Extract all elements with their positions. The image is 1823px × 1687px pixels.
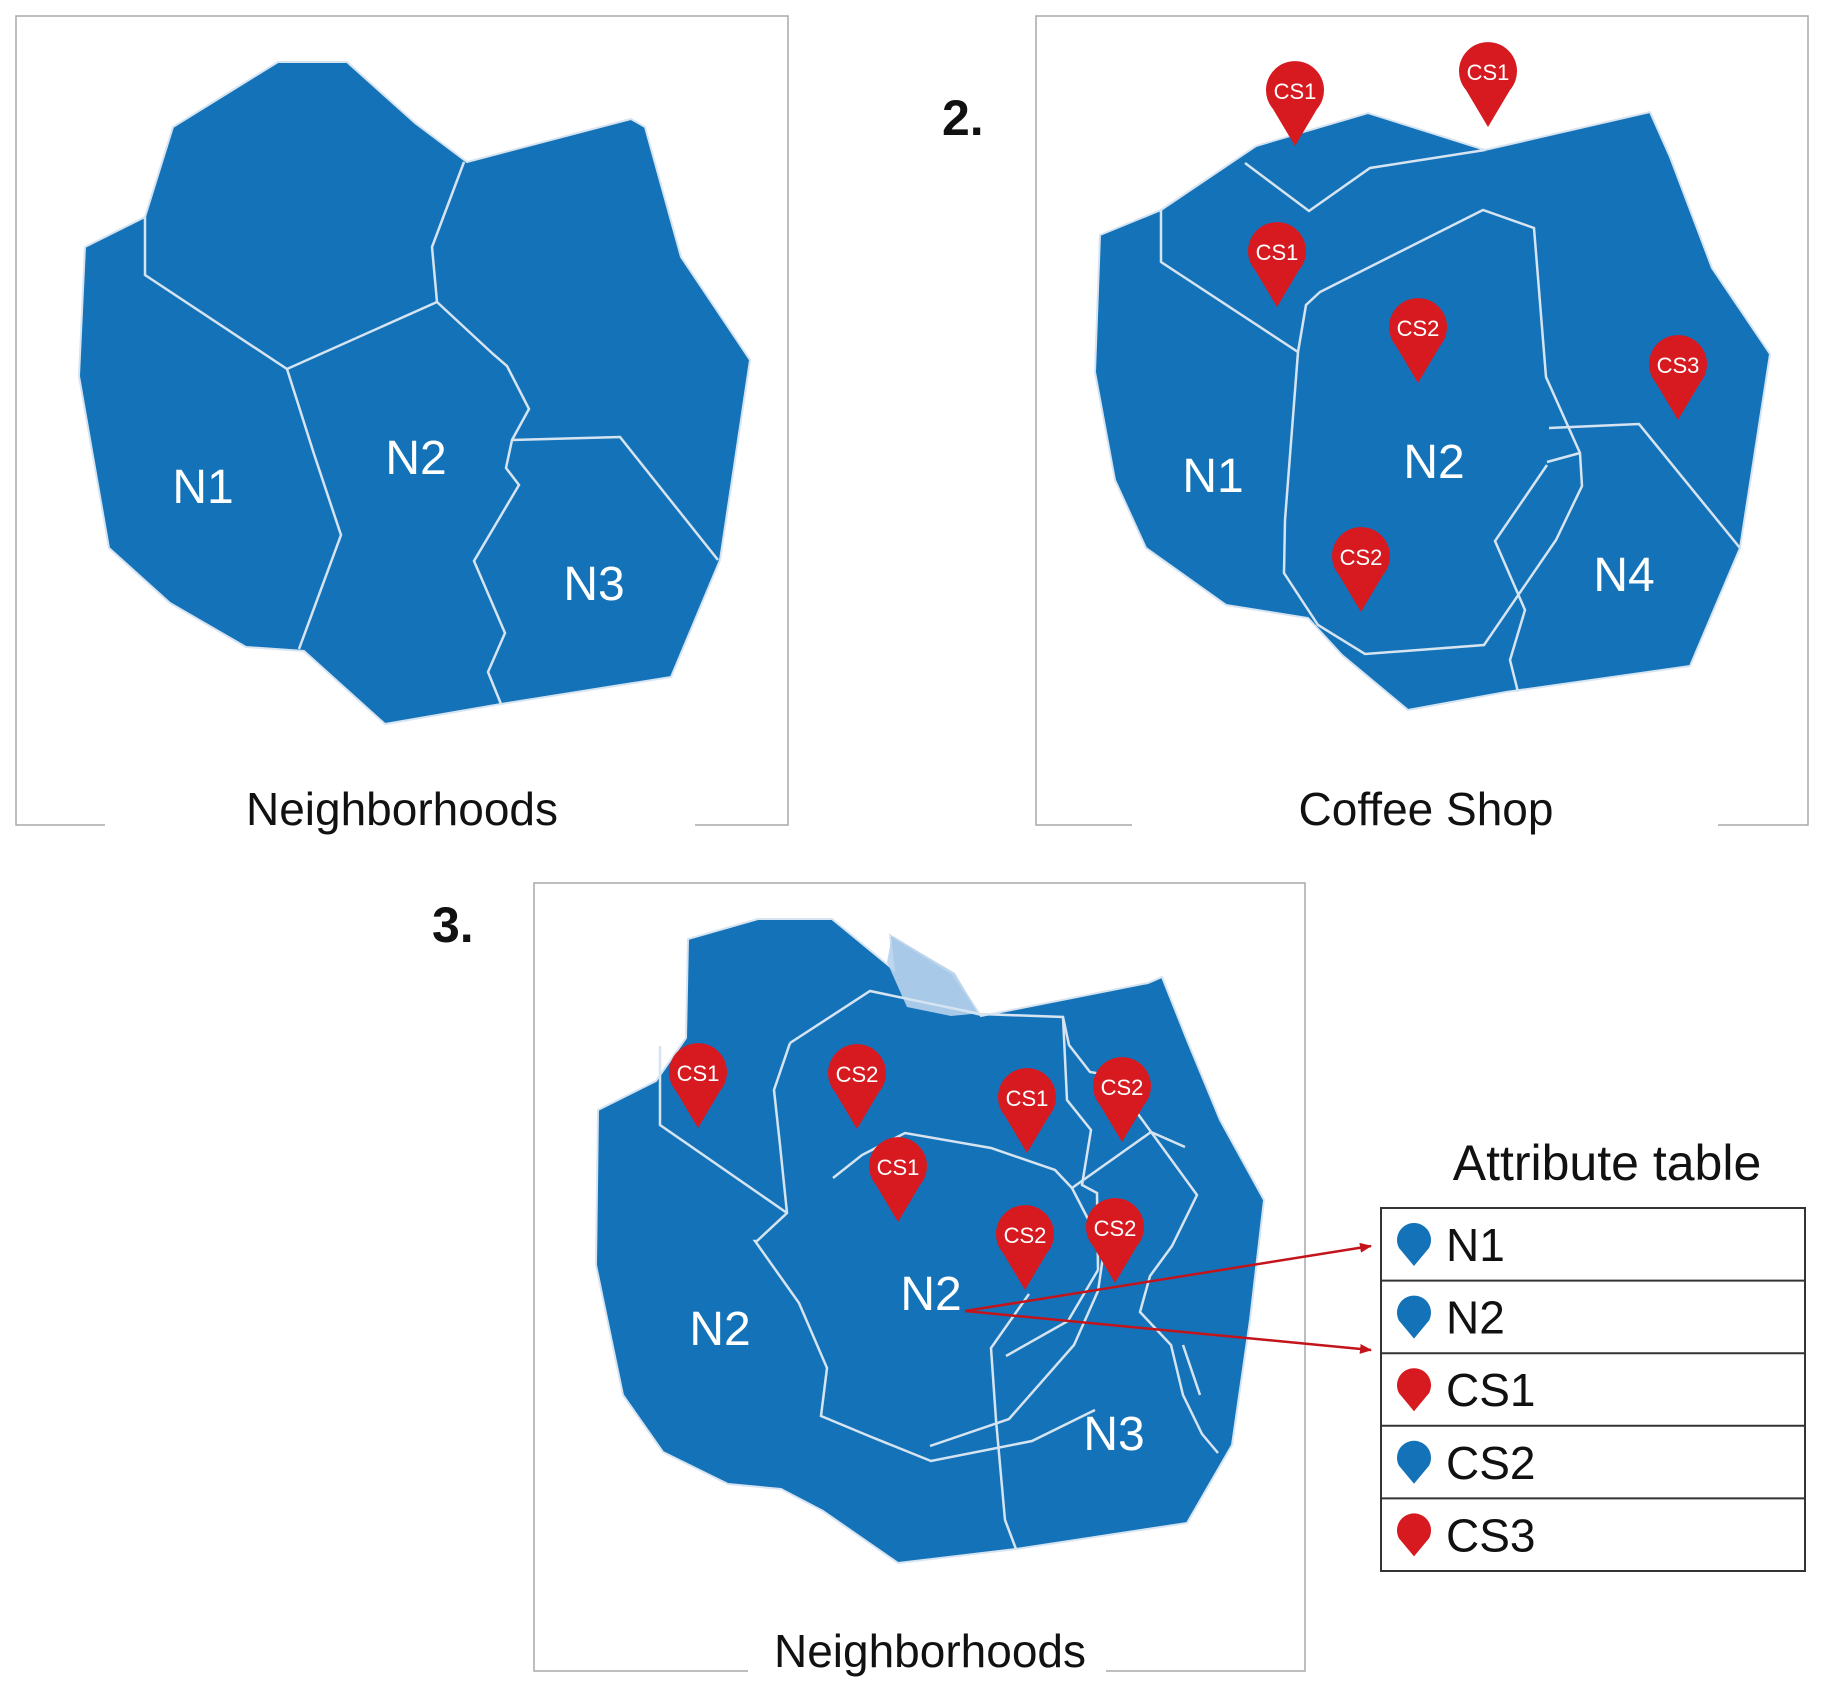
panel-1-region-label: N2	[385, 432, 446, 485]
coffee-shop-pin: CS2	[1389, 298, 1447, 383]
map-pin-icon	[997, 1068, 1056, 1153]
panel-3-frame	[533, 882, 1306, 1672]
blue-pin-icon	[1397, 1295, 1431, 1339]
arrow-to-cs1-row	[964, 1309, 1372, 1354]
blue-pin-icon	[1397, 1223, 1431, 1266]
map-pin-icon	[669, 1043, 727, 1128]
panel-2-number: 2.	[942, 90, 984, 146]
map-pin-icon	[1092, 1057, 1151, 1142]
pin-label: CS3	[1657, 353, 1700, 378]
table-row-label: N2	[1446, 1292, 1505, 1344]
coffee-shop-pin: CS2	[1086, 1198, 1144, 1283]
coffee-shop-pin: CS1	[869, 1137, 927, 1222]
panel-3-pins: CS1 CS2 CS1 CS2 CS1 CS2 CS2	[669, 1043, 1151, 1290]
attribute-table: Attribute table N1 N2 CS1 CS2 CS3	[1380, 1135, 1806, 1572]
panel-3-region-label: N2	[689, 1303, 750, 1356]
map-pin-icon	[995, 1205, 1054, 1290]
map-pin-icon	[1248, 222, 1306, 307]
panel-3-region-label: N2	[900, 1268, 961, 1321]
panel-2-borders	[1159, 148, 1741, 693]
table-row: CS3	[1381, 1497, 1805, 1561]
panel-1-caption: Neighborhoods	[246, 783, 558, 835]
coffee-shop-pin: CS2	[827, 1044, 886, 1129]
table-row-label: N1	[1446, 1219, 1505, 1271]
panel-1-region-label: N1	[172, 461, 233, 514]
panel-1-map	[77, 61, 752, 726]
attribute-table-title: Attribute table	[1453, 1135, 1762, 1191]
pin-label: CS2	[1094, 1216, 1137, 1241]
table-row: N1	[1397, 1219, 1505, 1271]
map-pin-icon	[1459, 42, 1517, 127]
panel-1-borders	[143, 161, 719, 705]
pin-label: CS1	[677, 1061, 720, 1086]
coffee-shop-pin: CS1	[669, 1043, 727, 1128]
panel-2-region-label: N2	[1403, 436, 1464, 489]
map-pin-icon	[1086, 1198, 1144, 1283]
table-row-label: CS2	[1446, 1437, 1535, 1489]
red-pin-icon	[1397, 1368, 1431, 1412]
coffee-shop-pin: CS2	[1092, 1057, 1151, 1142]
coffee-shop-pin: CS2	[995, 1205, 1054, 1290]
panel-2-frame	[1035, 15, 1809, 826]
coffee-shop-pin: CS1	[1248, 222, 1306, 307]
panel-1-frame	[15, 15, 789, 826]
map-pin-icon	[1389, 298, 1447, 383]
pin-label: CS2	[1340, 545, 1383, 570]
coffee-shop-pin: CS1	[997, 1068, 1056, 1153]
panel-3-map	[594, 918, 1266, 1565]
pin-label: CS1	[1256, 240, 1299, 265]
panel-2-region-label: N4	[1593, 549, 1654, 602]
table-row: CS1	[1381, 1352, 1805, 1416]
pin-label: CS2	[1101, 1075, 1144, 1100]
map-pin-icon	[1332, 527, 1390, 612]
pin-label: CS1	[1467, 60, 1510, 85]
map-pin-icon	[827, 1044, 886, 1129]
attribute-table-frame	[1380, 1207, 1806, 1572]
panel-3-number: 3.	[432, 897, 474, 953]
pin-label: CS2	[1004, 1223, 1047, 1248]
blue-pin-icon	[1397, 1440, 1431, 1484]
map-pin-icon	[869, 1137, 927, 1222]
coffee-shop-pin: CS1	[1459, 42, 1517, 127]
pin-label: CS1	[877, 1155, 920, 1180]
panel-3: 3. N2 N2 N3 CS1 CS2 CS1 CS2 CS1 CS2 CS2 Neighb…	[432, 882, 1306, 1677]
map-pin-icon	[1266, 61, 1324, 146]
table-row: N2	[1381, 1279, 1805, 1344]
panel-2-map	[1093, 110, 1772, 712]
pin-label: CS2	[836, 1062, 879, 1087]
pin-label: CS2	[1397, 316, 1440, 341]
coffee-shop-pin: CS3	[1649, 335, 1707, 420]
panel-2-caption: Coffee Shop	[1299, 783, 1554, 835]
panel-2-pins: CS1 CS1 CS1 CS2 CS3 CS2	[1248, 42, 1707, 612]
panel-3-region-label: N3	[1083, 1408, 1144, 1461]
arrow-to-n1-row	[964, 1242, 1372, 1313]
table-row: CS2	[1381, 1424, 1805, 1489]
panel-2-region-label: N1	[1182, 450, 1243, 503]
link-arrows	[964, 1242, 1372, 1354]
panel-2: 2. N1 N2 N4 CS1 CS1 CS1 CS2 CS3 CS2 Coffee Sh…	[942, 15, 1809, 835]
panel-3-caption: Neighborhoods	[774, 1625, 1086, 1677]
table-row-label: CS3	[1446, 1509, 1535, 1561]
coffee-shop-pin: CS2	[1332, 527, 1390, 612]
coffee-shop-pin: CS1	[1266, 61, 1324, 146]
pin-label: CS1	[1274, 79, 1317, 104]
attribute-table-rows: N1 N2 CS1 CS2 CS3	[1381, 1219, 1805, 1561]
red-pin-icon	[1397, 1513, 1431, 1557]
panel-3-overlap-area	[887, 936, 980, 1016]
table-row-label: CS1	[1446, 1364, 1535, 1416]
pin-label: CS1	[1006, 1086, 1049, 1111]
panel-1-region-label: N3	[563, 558, 624, 611]
panel-1: N1 N2 N3 Neighborhoods	[15, 15, 789, 835]
map-pin-icon	[1649, 335, 1707, 420]
